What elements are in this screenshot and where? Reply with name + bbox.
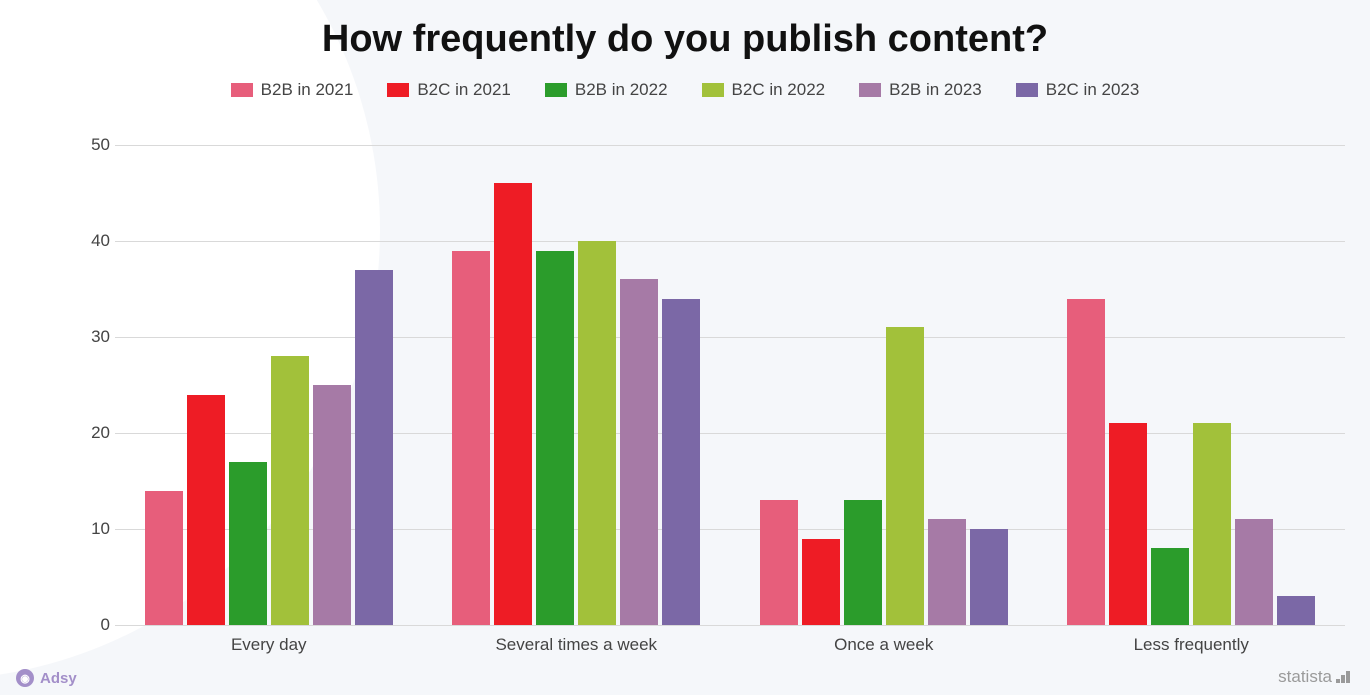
bar	[271, 356, 309, 625]
legend-label: B2B in 2022	[575, 80, 668, 100]
legend-item: B2B in 2023	[859, 80, 982, 100]
bar	[536, 251, 574, 625]
legend-item: B2C in 2023	[1016, 80, 1140, 100]
legend-swatch	[231, 83, 253, 97]
y-tick-label: 40	[70, 231, 110, 251]
bar	[802, 539, 840, 625]
bar	[970, 529, 1008, 625]
chart-title: How frequently do you publish content?	[0, 18, 1370, 61]
x-category-label: Less frequently	[1067, 625, 1315, 655]
legend-swatch	[387, 83, 409, 97]
bar	[844, 500, 882, 625]
legend-label: B2C in 2023	[1046, 80, 1140, 100]
y-tick-label: 0	[70, 615, 110, 635]
bar	[662, 299, 700, 625]
chart-container: How frequently do you publish content? B…	[0, 0, 1370, 695]
y-tick-label: 10	[70, 519, 110, 539]
legend-item: B2C in 2022	[702, 80, 826, 100]
bar-group: Several times a week	[452, 145, 700, 625]
bar	[187, 395, 225, 625]
bar	[578, 241, 616, 625]
chart-legend: B2B in 2021 B2C in 2021 B2B in 2022 B2C in …	[0, 80, 1370, 100]
x-category-label: Every day	[145, 625, 393, 655]
bar	[1235, 519, 1273, 625]
bar	[886, 327, 924, 625]
x-category-label: Several times a week	[452, 625, 700, 655]
legend-label: B2C in 2021	[417, 80, 511, 100]
bar	[452, 251, 490, 625]
bar	[229, 462, 267, 625]
chart-plot-area: 01020304050Every daySeveral times a week…	[115, 145, 1345, 625]
bar	[355, 270, 393, 625]
legend-label: B2B in 2021	[261, 80, 354, 100]
bar	[620, 279, 658, 625]
legend-swatch	[545, 83, 567, 97]
bar	[1277, 596, 1315, 625]
legend-item: B2C in 2021	[387, 80, 511, 100]
y-tick-label: 20	[70, 423, 110, 443]
bar	[1151, 548, 1189, 625]
legend-swatch	[1016, 83, 1038, 97]
legend-item: B2B in 2022	[545, 80, 668, 100]
bar	[313, 385, 351, 625]
legend-swatch	[859, 83, 881, 97]
bar-group: Once a week	[760, 145, 1008, 625]
bar	[1193, 423, 1231, 625]
x-category-label: Once a week	[760, 625, 1008, 655]
y-tick-label: 50	[70, 135, 110, 155]
bar	[760, 500, 798, 625]
legend-swatch	[702, 83, 724, 97]
legend-label: B2B in 2023	[889, 80, 982, 100]
bar-group: Less frequently	[1067, 145, 1315, 625]
bar	[145, 491, 183, 625]
legend-item: B2B in 2021	[231, 80, 354, 100]
bar	[494, 183, 532, 625]
y-tick-label: 30	[70, 327, 110, 347]
bar	[1067, 299, 1105, 625]
legend-label: B2C in 2022	[732, 80, 826, 100]
bar	[928, 519, 966, 625]
bar	[1109, 423, 1147, 625]
bar-group: Every day	[145, 145, 393, 625]
